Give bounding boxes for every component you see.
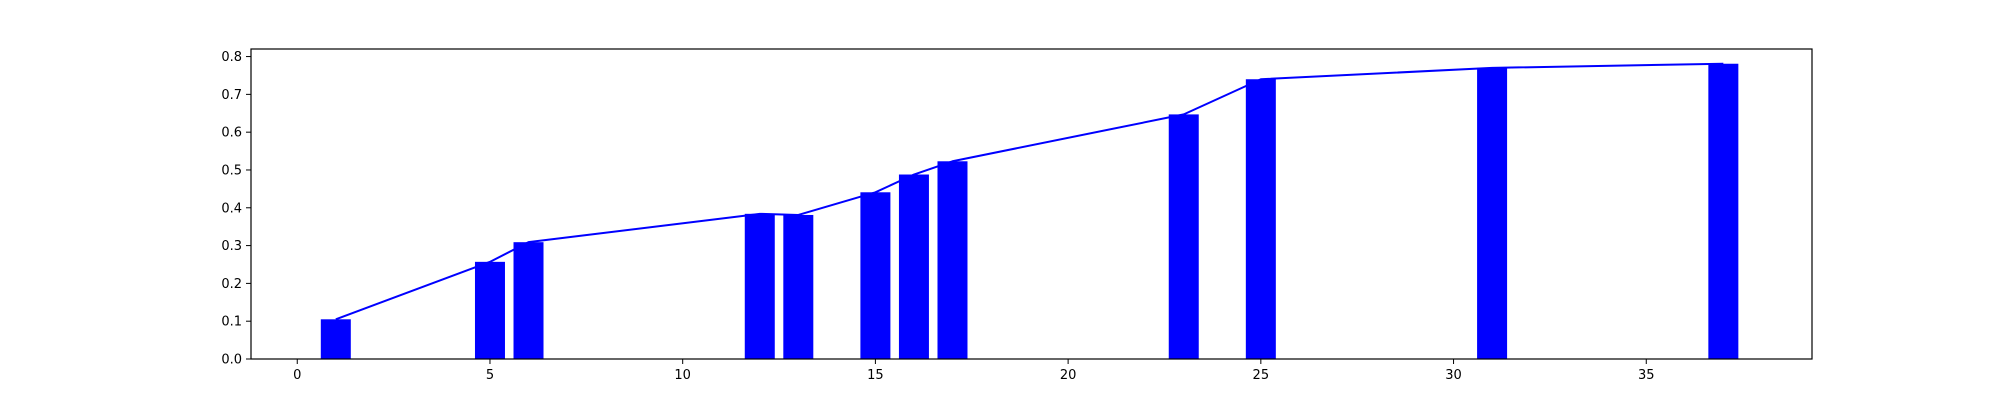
x-tick-label: 30 [1445,368,1462,383]
bar-x-6 [513,242,544,359]
y-tick-label: 0.6 [221,126,242,141]
bar-x-23 [1168,114,1199,360]
ticks-layer: 0 5 10 15 20 25 30 35 0.0 0.1 0.2 0.3 0.4 0.5 0.6 0.7 0.… [221,50,1654,383]
plot-frame [250,48,1813,360]
y-tick-label: 0.5 [221,163,242,178]
line-layer [335,62,1724,321]
x-tick-label: 5 [486,368,494,383]
x-tick-label: 0 [293,368,301,383]
bar-x-25 [1245,79,1276,360]
bar-x-16 [898,174,929,359]
x-tick-label: 35 [1638,368,1655,383]
series-line [335,62,1724,321]
bar-x-12 [744,213,775,359]
x-tick-label: 15 [867,368,884,383]
y-tick-label: 0.3 [221,239,242,254]
bar-x-31 [1477,67,1508,360]
bar-x-13 [783,214,814,359]
bar-x-17 [937,161,968,359]
bar-x-15 [860,192,891,359]
y-tick-label: 0.4 [221,201,242,216]
bar-x-5 [474,261,505,359]
x-tick-label: 10 [674,368,691,383]
bar-x-37 [1708,63,1739,360]
axes-layer [250,48,1813,360]
bars-layer [320,63,1739,360]
bar-x-1 [320,319,351,359]
y-tick-label: 0.7 [221,88,242,103]
y-tick-label: 0.2 [221,277,242,292]
y-tick-label: 0.0 [221,353,242,368]
y-tick-label: 0.8 [221,50,242,65]
y-tick-label: 0.1 [221,315,242,330]
x-tick-label: 25 [1253,368,1270,383]
x-tick-label: 20 [1060,368,1077,383]
